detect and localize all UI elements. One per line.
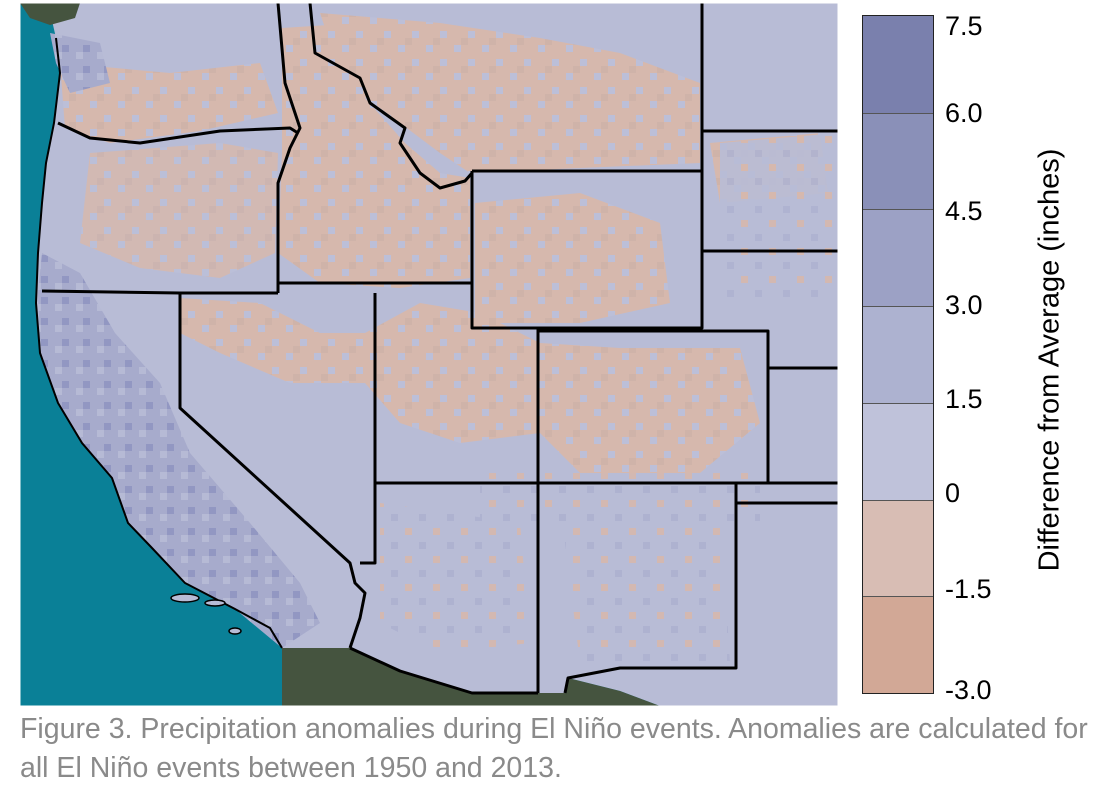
positive-anomaly-speckle [380,133,838,663]
colorbar-segment [863,499,933,597]
coastline [34,37,283,649]
precipitation-anomaly-map [20,3,838,706]
colorbar-segment [863,306,933,403]
colorbar-tick: 3.0 [945,290,983,320]
colorbar-tick: 1.5 [945,384,983,414]
channel-islands [170,593,242,635]
colorbar-segment [863,402,933,500]
colorbar [862,15,934,694]
colorbar-tick: 7.5 [945,11,983,41]
colorbar-segment [863,112,933,210]
colorbar-segment [863,209,933,307]
colorbar-tick: 4.5 [945,196,983,226]
colorbar-tick: 0 [945,478,961,508]
colorbar-title: Difference from Average (inches) [1033,148,1066,572]
colorbar-tick: -3.0 [945,675,992,705]
strong-positive-regions [38,33,320,648]
colorbar-tick: -1.5 [945,574,992,604]
figure-caption: Figure 3. Precipitation anomalies during… [20,713,1088,784]
state-borders [41,3,838,695]
colorbar-segment [863,596,933,693]
colorbar-segment [863,16,933,113]
colorbar-tick: 6.0 [945,98,983,128]
